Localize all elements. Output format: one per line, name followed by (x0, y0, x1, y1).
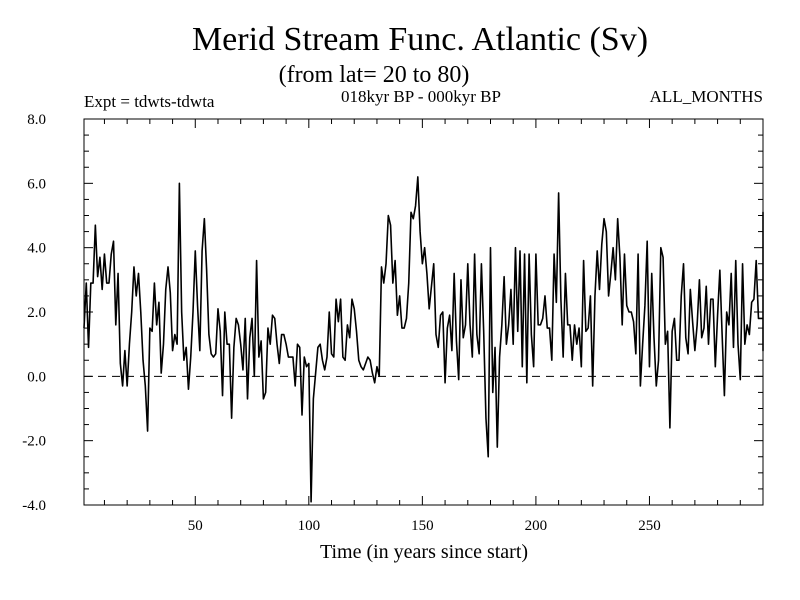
x-tick-label: 200 (525, 518, 548, 534)
experiment-label: Expt = tdwts-tdwta (84, 92, 215, 111)
series-line (83, 176, 764, 503)
period-label: 018kyr BP - 000kyr BP (341, 87, 501, 106)
y-tick-label: 4.0 (27, 241, 46, 257)
y-tick-label: -2.0 (22, 434, 46, 450)
x-tick-label: 250 (638, 518, 661, 534)
x-tick-label: 100 (298, 518, 321, 534)
chart-title: Merid Stream Func. Atlantic (Sv) (192, 21, 648, 58)
chart-subtitle: (from lat= 20 to 80) (279, 62, 470, 88)
y-tick-label: -4.0 (22, 498, 46, 514)
x-tick-label: 150 (411, 518, 434, 534)
x-tick-label: 50 (188, 518, 203, 534)
y-tick-label: 8.0 (27, 112, 46, 128)
y-tick-label: 6.0 (27, 176, 46, 192)
y-tick-label: 0.0 (27, 369, 46, 385)
y-tick-label: 2.0 (27, 305, 46, 321)
months-label: ALL_MONTHS (650, 87, 763, 106)
x-axis-label: Time (in years since start) (320, 541, 528, 563)
plot-frame (83, 118, 764, 506)
